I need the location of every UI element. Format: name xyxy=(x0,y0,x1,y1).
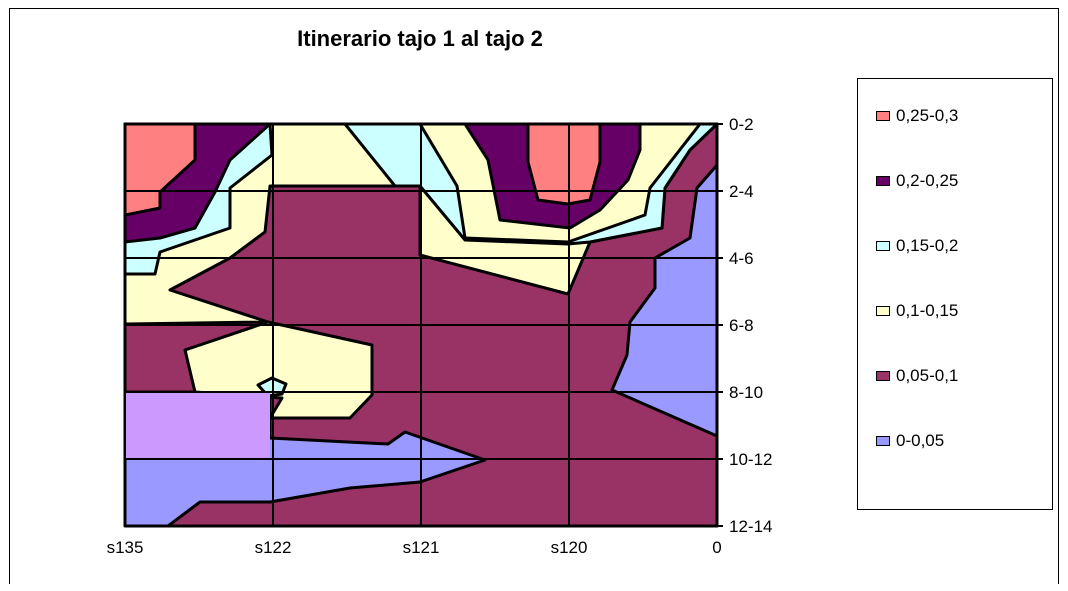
legend-swatch xyxy=(876,306,890,316)
y-tick-label: 4-6 xyxy=(729,249,754,268)
x-tick-label: s135 xyxy=(107,538,144,557)
legend-label: 0,2-0,25 xyxy=(896,171,959,190)
x-tick-label: s122 xyxy=(255,538,292,557)
chart-title: Itinerario tajo 1 al tajo 2 xyxy=(297,26,543,51)
x-tick-label: s121 xyxy=(403,538,440,557)
y-tick-label: 0-2 xyxy=(729,115,754,134)
y-tick-label: 12-14 xyxy=(729,517,772,536)
y-tick-label: 8-10 xyxy=(729,383,763,402)
legend: 0,25-0,3 0,2-0,25 0,15-0,2 0,1-0,15 0,05-0,1… xyxy=(857,78,1053,510)
legend-swatch xyxy=(876,436,890,446)
legend-swatch xyxy=(876,241,890,251)
legend-item: 0,25-0,3 xyxy=(876,105,958,127)
x-tick-label: s120 xyxy=(551,538,588,557)
legend-item: 0-0,05 xyxy=(876,430,944,452)
legend-label: 0,05-0,1 xyxy=(896,366,959,385)
y-tick-labels: 0-2 2-4 4-6 6-8 8-10 10-12 12-14 xyxy=(729,115,772,536)
legend-item: 0,2-0,25 xyxy=(876,170,958,192)
legend-swatch xyxy=(876,176,890,186)
y-tick-label: 2-4 xyxy=(729,182,754,201)
legend-label: 0,15-0,2 xyxy=(896,236,959,255)
x-tick-labels: s135 s122 s121 s120 0 xyxy=(107,538,722,557)
gridlines xyxy=(124,123,723,527)
band-0.25-0.3 xyxy=(526,122,602,206)
legend-item: 0,1-0,15 xyxy=(876,300,958,322)
y-tick-label: 10-12 xyxy=(729,450,772,469)
legend-swatch xyxy=(876,371,890,381)
legend-swatch xyxy=(876,111,890,121)
band-0-0.05 xyxy=(125,392,270,458)
legend-item: 0,15-0,2 xyxy=(876,235,958,257)
y-tick-label: 6-8 xyxy=(729,316,754,335)
legend-label: 0,1-0,15 xyxy=(896,301,959,320)
x-tick-label: 0 xyxy=(712,538,721,557)
legend-label: 0,25-0,3 xyxy=(896,106,959,125)
legend-label: 0-0,05 xyxy=(896,431,945,450)
legend-item: 0,05-0,1 xyxy=(876,365,958,387)
